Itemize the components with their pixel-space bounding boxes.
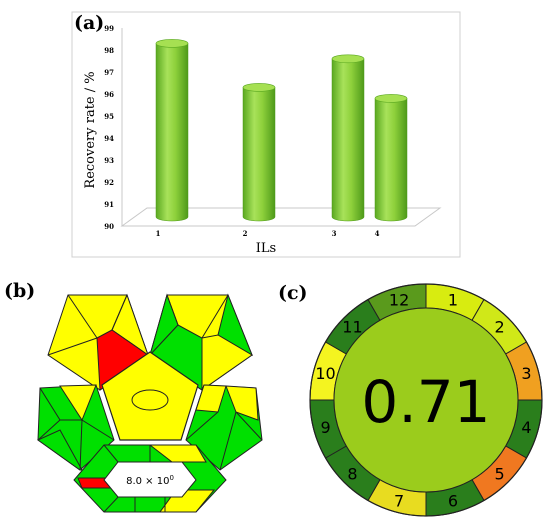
y-tick-label: 91	[104, 200, 114, 209]
x-tick-label: 4	[375, 229, 380, 238]
wheel-segment-label: 2	[494, 317, 504, 336]
center-value-label: 8.0 × 100	[126, 474, 174, 487]
pentagon-right	[185, 384, 263, 471]
recovery-bar-chart: 90 91 92 93 94 95 96 97 98 99 1 2 3 4 Recovery rate …	[71, 11, 461, 258]
wheel-segment-label: 3	[521, 364, 531, 383]
bar-3	[331, 54, 365, 222]
y-tick-label: 99	[104, 24, 114, 33]
wheel-segment-label: 5	[494, 465, 504, 484]
wheel-segment-label: 8	[347, 465, 357, 484]
bar-1	[155, 39, 189, 222]
wheel-segment-label: 12	[389, 291, 409, 310]
pentagon-top-right	[149, 293, 254, 391]
wheel-segment-label: 1	[448, 291, 458, 310]
wheel-center	[333, 307, 519, 493]
chart-frame	[71, 11, 461, 258]
wheel-segment-label: 4	[521, 418, 531, 437]
score-value: 0.71	[361, 368, 490, 436]
y-tick-label: 97	[104, 68, 114, 77]
bar-2	[242, 83, 276, 222]
wheel-segment-label: 10	[315, 364, 335, 383]
y-axis-label: Recovery rate / %	[83, 71, 98, 188]
x-tick-label: 2	[243, 229, 248, 238]
hexagon-bottom: 8.0 × 100	[73, 444, 227, 513]
pentagon-center	[101, 351, 199, 441]
wheel-segment-label: 7	[394, 491, 404, 510]
panel-label-c: (c)	[278, 282, 308, 304]
y-tick-label: 95	[104, 112, 114, 121]
y-tick-label: 93	[104, 156, 114, 165]
wheel-segment-label: 11	[342, 317, 362, 336]
wheel-segment-label: 6	[448, 491, 458, 510]
y-tick-label: 94	[104, 134, 114, 143]
wheel-segment-label: 9	[320, 418, 330, 437]
bar-4	[374, 94, 408, 222]
y-tick-label: 96	[104, 90, 114, 99]
x-axis-label: ILs	[256, 241, 276, 256]
panel-label-b: (b)	[4, 280, 36, 302]
y-tick-label: 98	[104, 46, 114, 55]
y-tick-label: 90	[104, 222, 114, 231]
panel-label-a: (a)	[74, 12, 105, 34]
x-tick-label: 1	[156, 229, 161, 238]
x-tick-label: 3	[332, 229, 337, 238]
y-tick-label: 92	[104, 178, 114, 187]
